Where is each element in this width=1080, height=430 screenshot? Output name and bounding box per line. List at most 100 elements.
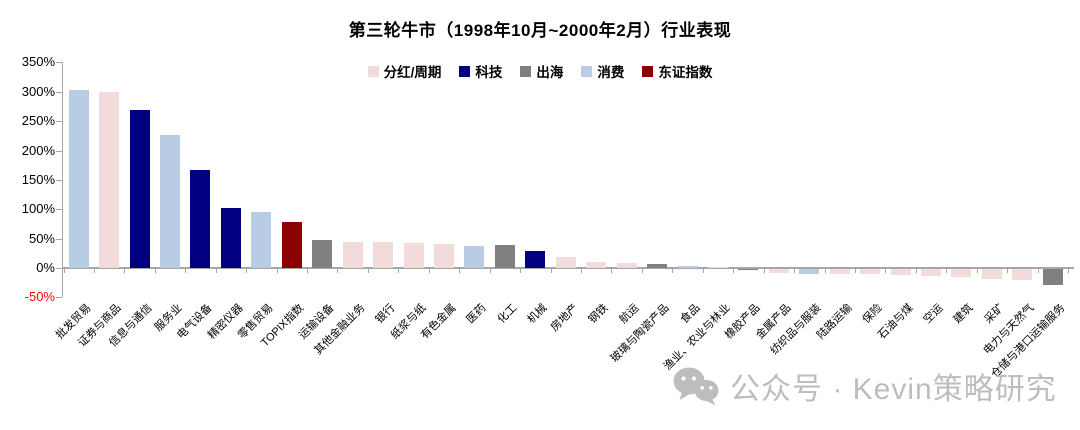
x-axis-label: 保险 (860, 302, 885, 327)
chart-bar (921, 269, 942, 277)
x-axis-boundary-tick (459, 269, 461, 273)
legend-swatch (520, 65, 532, 77)
x-axis-boundary-tick (307, 269, 309, 273)
legend-swatch (367, 65, 379, 77)
y-axis-label: 0% (36, 260, 55, 275)
x-axis-boundary-tick (641, 269, 643, 273)
x-axis-boundary-tick (946, 269, 948, 273)
x-axis-boundary-tick (428, 269, 430, 273)
legend-item: 东证指数 (642, 61, 712, 81)
axis-line-x (62, 267, 1075, 269)
chart-bar (707, 266, 728, 268)
chart-bar (434, 243, 454, 268)
x-axis-label: 机械 (525, 302, 550, 327)
x-axis-label: 化工 (495, 302, 520, 327)
chart-title: 第三轮牛市（1998年10月~2000年2月）行业表现 (348, 21, 732, 40)
chart-bar (799, 269, 820, 274)
x-axis-label: 空运 (921, 302, 946, 327)
chart-bar (829, 269, 850, 274)
x-axis-boundary-tick (63, 269, 65, 273)
chart-bar (251, 211, 272, 268)
x-axis-boundary-tick (976, 269, 978, 273)
y-axis-label: 200% (21, 142, 55, 158)
x-axis-boundary-tick (337, 269, 339, 273)
x-axis-boundary-tick (824, 269, 826, 273)
x-axis-boundary-tick (885, 269, 887, 273)
chart-bar (981, 269, 1002, 279)
legend-swatch (459, 65, 471, 77)
chart-bar (890, 269, 911, 275)
y-axis-tick (56, 150, 62, 152)
x-axis-boundary-tick (763, 269, 765, 273)
chart-bar (768, 269, 789, 273)
chart-bar (1012, 269, 1033, 280)
chart-bar (951, 269, 972, 277)
y-axis-label: 250% (21, 113, 55, 129)
legend-label: 出海 (536, 65, 564, 80)
legend-label: 科技 (475, 65, 503, 80)
x-axis-boundary-tick (854, 269, 856, 273)
legend-swatch (642, 65, 654, 77)
chart-bar (860, 269, 881, 275)
x-axis-boundary-tick (702, 269, 704, 273)
x-axis-label: 房地产 (548, 302, 581, 334)
x-axis-boundary-tick (1037, 269, 1039, 273)
x-axis-boundary-tick (124, 269, 126, 273)
x-axis-boundary-tick (550, 269, 552, 273)
legend-label: 东证指数 (658, 65, 713, 80)
x-axis-boundary-tick (733, 269, 735, 273)
x-axis-boundary-tick (915, 269, 917, 273)
x-axis-label: 建筑 (951, 302, 976, 327)
x-axis-label: 银行 (373, 302, 398, 327)
y-axis-tick (56, 209, 62, 211)
y-axis-tick (56, 268, 62, 269)
x-axis-boundary-tick (672, 269, 674, 273)
x-axis-boundary-tick (185, 269, 187, 273)
legend-label: 消费 (597, 65, 625, 80)
y-axis-label: 150% (21, 171, 55, 187)
y-axis-label: 100% (21, 201, 55, 217)
chart-bar (403, 243, 424, 268)
legend-label: 分红/周期 (383, 65, 442, 80)
x-axis-boundary-tick (611, 269, 613, 273)
x-axis-boundary-tick (215, 269, 217, 273)
x-axis-boundary-tick (520, 269, 522, 273)
x-axis-boundary-tick (1007, 269, 1009, 273)
chart-bar (738, 269, 759, 270)
x-axis-label: 航运 (617, 302, 642, 327)
chart-bar (494, 244, 515, 268)
axis-line-y (62, 62, 63, 298)
y-axis-tick (56, 297, 62, 299)
y-axis-label: -50% (24, 289, 55, 305)
legend-item: 消费 (581, 61, 624, 81)
x-axis-boundary-tick (580, 269, 582, 273)
x-axis-boundary-tick (489, 269, 491, 273)
y-axis-tick (56, 121, 62, 123)
x-axis-boundary-tick (246, 269, 248, 273)
x-axis-boundary-tick (367, 269, 369, 273)
chart-legend: 分红/周期 科技 出海 消费 东证指数 (0, 61, 1080, 81)
legend-item: 科技 (459, 61, 502, 81)
chart-bar (373, 242, 394, 268)
y-axis-tick (56, 91, 62, 93)
chart-bar (129, 109, 150, 268)
chart-bar (647, 264, 668, 268)
chart-bar (160, 135, 181, 268)
y-axis-label: 50% (28, 230, 55, 246)
chart-bar (190, 170, 211, 268)
chart-bar (342, 241, 363, 268)
y-axis-tick (56, 238, 62, 240)
y-axis-tick (56, 62, 62, 64)
x-axis-label: 钢铁 (586, 302, 611, 327)
chart-bar (99, 91, 120, 268)
chart-bar (525, 250, 546, 268)
x-axis-boundary-tick (794, 269, 796, 273)
chart-bar (464, 245, 485, 268)
chart-bar (312, 240, 333, 268)
x-axis-label: 食品 (677, 302, 703, 327)
y-axis-label: 350% (21, 54, 55, 70)
chart-bar (68, 89, 89, 268)
chart-bar (555, 256, 576, 268)
y-axis-label: 300% (21, 83, 55, 99)
chart-bar (220, 208, 241, 268)
